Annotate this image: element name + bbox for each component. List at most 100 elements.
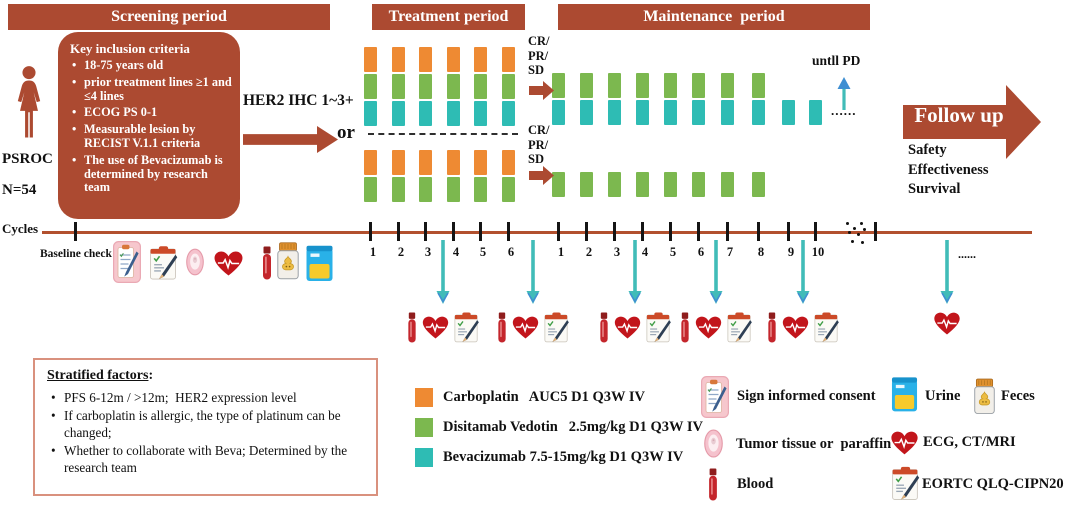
axis-break-dot [851, 240, 855, 244]
cycle-tick [73, 222, 77, 241]
stratified-item-1: PFS 6-12m / >12m; HER2 expression level [47, 389, 366, 407]
dose-bar-bevacizumab [391, 101, 405, 126]
until-pd-label: untll PD [812, 53, 861, 68]
dose-bar-bevacizumab [691, 100, 705, 125]
urine-icon [305, 245, 334, 282]
followup-endpoints: Safety Effectiveness Survival [908, 142, 989, 197]
cycle-tick [396, 222, 400, 241]
dose-bar-disitamab [607, 172, 621, 197]
cycle-tick [725, 222, 729, 241]
female-patient-icon [15, 63, 43, 141]
dose-bar-disitamab [751, 73, 765, 98]
urine-icon [891, 376, 918, 413]
dose-bar-disitamab [551, 172, 565, 197]
legend-label-bevacizumab: Bevacizumab 7.5-15mg/kg D1 Q3W IV [443, 449, 684, 465]
icon-legend-label-blood: Blood [737, 476, 774, 492]
axis-break-dot [857, 233, 861, 237]
treatment-cycle-number: 4 [452, 245, 460, 259]
blood-icon [497, 312, 508, 343]
dose-bar-carboplatin [363, 150, 377, 175]
cycle-tick [696, 222, 700, 241]
blood-icon [680, 312, 691, 343]
axis-break-dot [846, 222, 850, 226]
inclusion-item-2: prior treatment lines ≥1 and ≤4 lines [70, 75, 232, 104]
dose-bar-carboplatin [418, 47, 432, 72]
dose-bar-bevacizumab [446, 101, 460, 126]
dose-bar-disitamab [501, 74, 515, 99]
axis-break-dot [863, 228, 867, 232]
response-arrow-arm1 [529, 81, 554, 100]
dose-bar-carboplatin [473, 150, 487, 175]
assessment-icon-group [599, 311, 672, 344]
dose-bar-bevacizumab [751, 100, 765, 125]
inclusion-item-5: The use of Bevacizumab is determined by … [70, 153, 232, 195]
axis-break-dot [861, 241, 865, 245]
inclusion-item-3: ECOG PS 0-1 [70, 106, 232, 120]
dose-bar-disitamab [363, 177, 377, 202]
ecg-icon [782, 315, 810, 340]
dose-bar-disitamab [418, 74, 432, 99]
stratified-factors-box: Stratified factors: PFS 6-12m / >12m; HE… [33, 358, 378, 496]
legend-swatch-disitamab [415, 418, 433, 437]
maintenance-cycle-number: 7 [726, 245, 734, 259]
inclusion-item-4: Measurable lesion by RECIST V.1.1 criter… [70, 122, 232, 151]
dose-bar-disitamab [579, 172, 593, 197]
maintenance-cycle-number: 8 [757, 245, 765, 259]
her2-flow-arrow [243, 126, 338, 153]
response-criteria-arm2: CR/PR/SD [528, 123, 550, 166]
cycle-tick [423, 222, 427, 241]
cycle-tick [612, 222, 616, 241]
dose-bar-disitamab [607, 73, 621, 98]
maintenance-cycle-number: 6 [697, 245, 705, 259]
dose-bar-disitamab [418, 177, 432, 202]
dose-bar-disitamab [691, 172, 705, 197]
icon-legend-label-tumor: Tumor tissue or paraffin [736, 436, 892, 452]
dose-bar-disitamab [635, 73, 649, 98]
eortc-icon [454, 311, 480, 344]
icon-legend-label-eortc: EORTC QLQ-CIPN20 [922, 476, 1064, 492]
dose-bar-disitamab [635, 172, 649, 197]
cycle-tick [640, 222, 644, 241]
dose-bar-bevacizumab [473, 101, 487, 126]
treatment-cycle-number: 5 [479, 245, 487, 259]
cycle-tick [873, 222, 877, 241]
dose-bar-carboplatin [473, 47, 487, 72]
legend-label-carboplatin: Carboplatin AUC5 D1 Q3W IV [443, 389, 645, 405]
treatment-cycle-number: 3 [424, 245, 432, 259]
dose-bar-disitamab [720, 73, 734, 98]
dose-bar-carboplatin [446, 150, 460, 175]
cycle-tick [584, 222, 588, 241]
cycle-tick [668, 222, 672, 241]
dose-bar-bevacizumab [607, 100, 621, 125]
eortc-icon [149, 245, 178, 281]
eortc-icon [727, 311, 753, 344]
treatment-cycle-number: 2 [397, 245, 405, 259]
maintenance-cycle-number: 3 [613, 245, 621, 259]
dose-bar-carboplatin [391, 47, 405, 72]
followup-arrow [903, 85, 1041, 159]
tumor-icon [704, 429, 723, 458]
timeline-axis [42, 231, 1032, 234]
stratified-title: Stratified factors: [47, 368, 154, 383]
dose-bar-carboplatin [501, 150, 515, 175]
maintenance-cycle-number: 5 [669, 245, 677, 259]
baseline-check-label: Baseline check [40, 248, 112, 260]
maintenance-cycle-number: 4 [641, 245, 649, 259]
tumor-icon [186, 248, 204, 276]
icon-legend-label-ecg: ECG, CT/MRI [923, 434, 1016, 450]
dose-bar-disitamab [473, 74, 487, 99]
eortc-icon [814, 311, 840, 344]
timeline-continue-dots: ...... [958, 247, 976, 261]
dose-bar-disitamab [720, 172, 734, 197]
legend-label-disitamab: Disitamab Vedotin 2.5mg/kg D1 Q3W IV [443, 419, 703, 435]
assessment-arrow-icon [796, 240, 810, 304]
cycle-tick [813, 222, 817, 241]
dose-bar-disitamab [551, 73, 565, 98]
consent-icon [701, 376, 729, 418]
assessment-arrow-icon [709, 240, 723, 304]
assessment-icon-group [407, 311, 480, 344]
cycle-tick [451, 222, 455, 241]
response-criteria-arm1: CR/PR/SD [528, 34, 550, 77]
dose-bar-bevacizumab [579, 100, 593, 125]
